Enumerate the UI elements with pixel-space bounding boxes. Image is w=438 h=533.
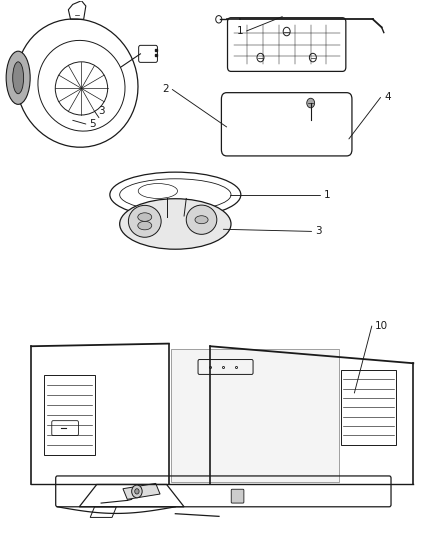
Text: 2: 2	[162, 84, 169, 94]
FancyBboxPatch shape	[231, 489, 244, 503]
Bar	[341, 370, 396, 445]
Text: 10: 10	[375, 321, 389, 331]
Ellipse shape	[6, 51, 30, 104]
Circle shape	[132, 485, 142, 498]
Ellipse shape	[138, 221, 152, 230]
Ellipse shape	[186, 205, 217, 235]
Text: 4: 4	[384, 92, 391, 102]
Ellipse shape	[13, 62, 24, 94]
Ellipse shape	[120, 199, 231, 249]
Ellipse shape	[128, 205, 161, 237]
Text: 1: 1	[324, 190, 330, 200]
Circle shape	[307, 98, 314, 108]
Ellipse shape	[138, 213, 152, 221]
Text: 3: 3	[315, 227, 321, 237]
Text: 1: 1	[237, 26, 243, 36]
Bar	[44, 375, 95, 455]
Circle shape	[135, 489, 139, 494]
Polygon shape	[123, 483, 160, 499]
Bar	[171, 349, 339, 482]
Text: 5: 5	[89, 119, 96, 129]
Ellipse shape	[195, 216, 208, 224]
Text: 3: 3	[98, 106, 105, 116]
